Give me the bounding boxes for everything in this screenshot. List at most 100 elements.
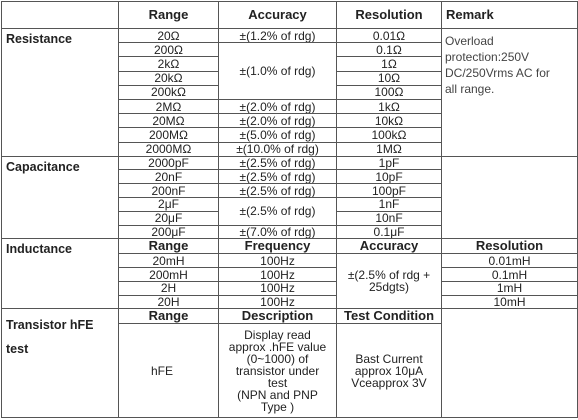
row: 20μF 10nF — [2, 210, 578, 226]
row: 20nF ±(2.5% of rdg) 10pF — [2, 169, 578, 185]
text-line: Vceapprox 3V — [351, 375, 427, 390]
frequency: 100Hz — [218, 280, 337, 296]
resolution: 1nF — [336, 197, 442, 212]
accuracy: ±(7.0% of rdg) — [218, 224, 337, 240]
section-label: Inductance — [1, 238, 119, 310]
range: 20MΩ — [118, 113, 219, 129]
resolution: 1Ω — [336, 56, 442, 72]
range: hFE — [118, 323, 219, 419]
row: 20mH 100Hz ±(2.5% of rdg +25dgts) 0.01mH — [2, 253, 578, 310]
accuracy: ±(10.0% of rdg) — [218, 141, 337, 157]
range: 20μF — [118, 210, 219, 226]
text-line: Type ) — [260, 399, 295, 414]
text-line: test — [267, 375, 288, 390]
accuracy: ±(2.5% of rdg) — [218, 169, 337, 185]
range: 2kΩ — [118, 56, 219, 72]
resolution: 1pF — [336, 155, 442, 171]
row: 20kΩ 10Ω — [2, 70, 578, 86]
resolution: 0.1mH — [441, 267, 578, 282]
remark-line: protection:250V — [445, 50, 530, 64]
resolution: 100kΩ — [336, 127, 442, 143]
header: Description — [218, 308, 337, 325]
accuracy: ±(2.0% of rdg) — [218, 98, 337, 115]
accuracy: ±(5.0% of rdg) — [218, 127, 337, 143]
remark-line: DC/250Vrms AC for — [445, 66, 550, 80]
resolution: 1kΩ — [336, 98, 442, 115]
range: 2H — [118, 280, 219, 296]
resolution: 10mH — [441, 294, 578, 310]
header: Range — [118, 1, 219, 29]
row: 200MΩ ±(5.0% of rdg) 100kΩ — [2, 127, 578, 143]
range: 2000pF — [118, 155, 219, 171]
frequency: 100Hz — [218, 253, 337, 269]
range: 20nF — [118, 169, 219, 185]
range: 2μF — [118, 197, 219, 212]
range: 2MΩ — [118, 98, 219, 115]
text-line: (0~1000) of — [246, 351, 309, 366]
range: 20mH — [118, 253, 219, 269]
resolution: 0.01mH — [441, 253, 578, 269]
row: 2000MΩ ±(10.0% of rdg) 1MΩ — [2, 141, 578, 157]
row: 2MΩ ±(2.0% of rdg) 1kΩ — [2, 98, 578, 115]
accuracy: ±(2.5% of rdg) — [218, 155, 337, 171]
header: Range — [118, 308, 219, 325]
text-line: ±(2.5% of rdg + — [347, 268, 431, 283]
header: Frequency — [218, 238, 337, 255]
header-row: Range Accuracy Resolution Remark — [1, 1, 578, 29]
resolution: 10Ω — [336, 70, 442, 86]
resolution: 10nF — [336, 210, 442, 226]
row: Capacitance 2000pF ±(2.5% of rdg) 1pF — [1, 155, 578, 240]
resolution: 10kΩ — [336, 113, 442, 129]
header: Test Condition — [336, 308, 442, 325]
resolution: 0.01Ω — [336, 27, 442, 44]
row: 200kΩ 100Ω — [2, 84, 578, 100]
frequency: 100Hz — [218, 267, 337, 282]
accuracy: ±(1.2% of rdg) — [218, 27, 337, 44]
range: 20kΩ — [118, 70, 219, 86]
accuracy: ±(1.0% of rdg) — [218, 42, 337, 100]
header: Remark — [441, 1, 578, 29]
row: Inductance Range Frequency Accuracy Reso… — [1, 238, 578, 310]
section-label: Resistance — [1, 28, 119, 157]
resolution: 0.1μF — [336, 224, 442, 240]
text-line: approx 10μA — [354, 363, 424, 378]
section-label: Transistor hFE test — [1, 308, 119, 419]
resolution: 0.1Ω — [336, 42, 442, 58]
header: Resolution — [336, 1, 442, 29]
range: 200μF — [118, 224, 219, 240]
row: Transistor hFE test Range Description Te… — [1, 308, 578, 419]
range: 20Ω — [118, 27, 219, 44]
range: 2000MΩ — [118, 141, 219, 157]
resolution: 1mH — [441, 280, 578, 296]
accuracy: ±(2.5% of rdg) — [218, 183, 337, 199]
cell — [441, 155, 578, 240]
cell — [1, 1, 119, 29]
range: 20H — [118, 294, 219, 310]
range: 200kΩ — [118, 84, 219, 100]
frequency: 100Hz — [218, 294, 337, 310]
header: Resolution — [441, 238, 578, 255]
remark-line: Overload — [445, 34, 494, 48]
resolution: 100Ω — [336, 84, 442, 100]
range: 200nF — [118, 183, 219, 199]
resolution: 10pF — [336, 169, 442, 185]
row: 20H 100Hz 10mH — [2, 294, 578, 310]
description: Display read approx .hFE value (0~1000) … — [218, 323, 337, 419]
text-line: transistor under — [235, 363, 320, 378]
row: 2kΩ 1Ω — [2, 56, 578, 72]
text-line: 25dgts) — [368, 280, 410, 295]
range: 200Ω — [118, 42, 219, 58]
text-line: Display read — [244, 327, 311, 342]
text-line: Bast Current — [355, 351, 423, 366]
test-condition: Bast Current approx 10μA Vceapprox 3V — [336, 323, 442, 419]
header: Accuracy — [218, 1, 337, 29]
row: Resistance 20Ω ±(1.2% of rdg) 0.01Ω Over… — [1, 27, 578, 157]
accuracy: ±(2.5% of rdg +25dgts) — [336, 253, 442, 310]
section-label: Capacitance — [1, 155, 119, 240]
range: 200MΩ — [118, 127, 219, 143]
remark-line: all range. — [445, 82, 495, 96]
text-line: approx .hFE value — [228, 339, 327, 354]
cell — [441, 308, 578, 419]
